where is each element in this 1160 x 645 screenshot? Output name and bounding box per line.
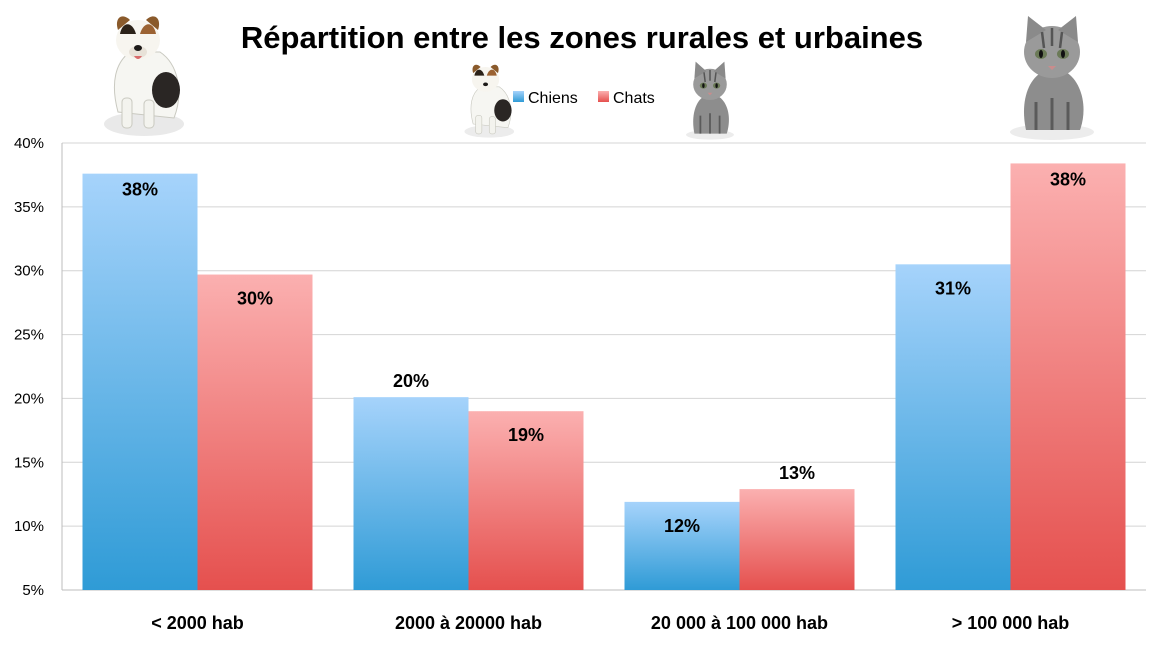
bar-chats	[197, 274, 313, 590]
bar-chats	[739, 489, 855, 590]
data-label: 38%	[1050, 169, 1086, 189]
x-category-label: > 100 000 hab	[952, 613, 1070, 633]
y-axis-ticks: 5% 10% 15% 20% 25% 30% 35% 40%	[14, 135, 44, 599]
y-tick-label: 20%	[14, 390, 44, 407]
dog-icon	[104, 16, 184, 136]
data-labels: 38% 30% 20% 19% 12% 13% 31% 38%	[122, 169, 1086, 535]
x-category-label: 20 000 à 100 000 hab	[651, 613, 828, 633]
bar-chiens	[895, 264, 1011, 590]
y-tick-label: 30%	[14, 263, 44, 280]
bar-chats	[1010, 163, 1126, 591]
data-label: 13%	[779, 463, 815, 483]
cat-icon	[686, 61, 734, 140]
data-label: 30%	[237, 289, 273, 309]
data-label: 20%	[393, 371, 429, 391]
data-label: 19%	[508, 425, 544, 445]
x-category-label: < 2000 hab	[151, 613, 244, 633]
data-label: 12%	[664, 516, 700, 536]
y-tick-label: 35%	[14, 199, 44, 216]
bar-chats	[468, 411, 584, 590]
chart-title: Répartition entre les zones rurales et u…	[241, 20, 923, 55]
data-label: 38%	[122, 180, 158, 200]
cat-icon	[1010, 16, 1094, 140]
y-tick-label: 15%	[14, 454, 44, 471]
legend-swatch-chiens	[513, 91, 524, 102]
bar-chiens	[624, 501, 740, 590]
bar-chiens	[353, 397, 469, 590]
bar-chiens	[82, 173, 198, 590]
legend-label: Chats	[613, 90, 655, 107]
y-tick-label: 5%	[22, 582, 44, 599]
x-category-label: 2000 à 20000 hab	[395, 613, 542, 633]
dog-icon	[464, 64, 515, 138]
legend-label: Chiens	[528, 90, 578, 107]
legend: Chiens Chats	[513, 90, 655, 107]
y-tick-label: 40%	[14, 135, 44, 152]
y-tick-label: 25%	[14, 327, 44, 344]
x-axis-categories: < 2000 hab 2000 à 20000 hab 20 000 à 100 0…	[151, 613, 1069, 633]
data-label: 31%	[935, 278, 971, 298]
legend-swatch-chats	[598, 91, 609, 102]
y-tick-label: 10%	[14, 518, 44, 535]
bars	[82, 163, 1126, 591]
